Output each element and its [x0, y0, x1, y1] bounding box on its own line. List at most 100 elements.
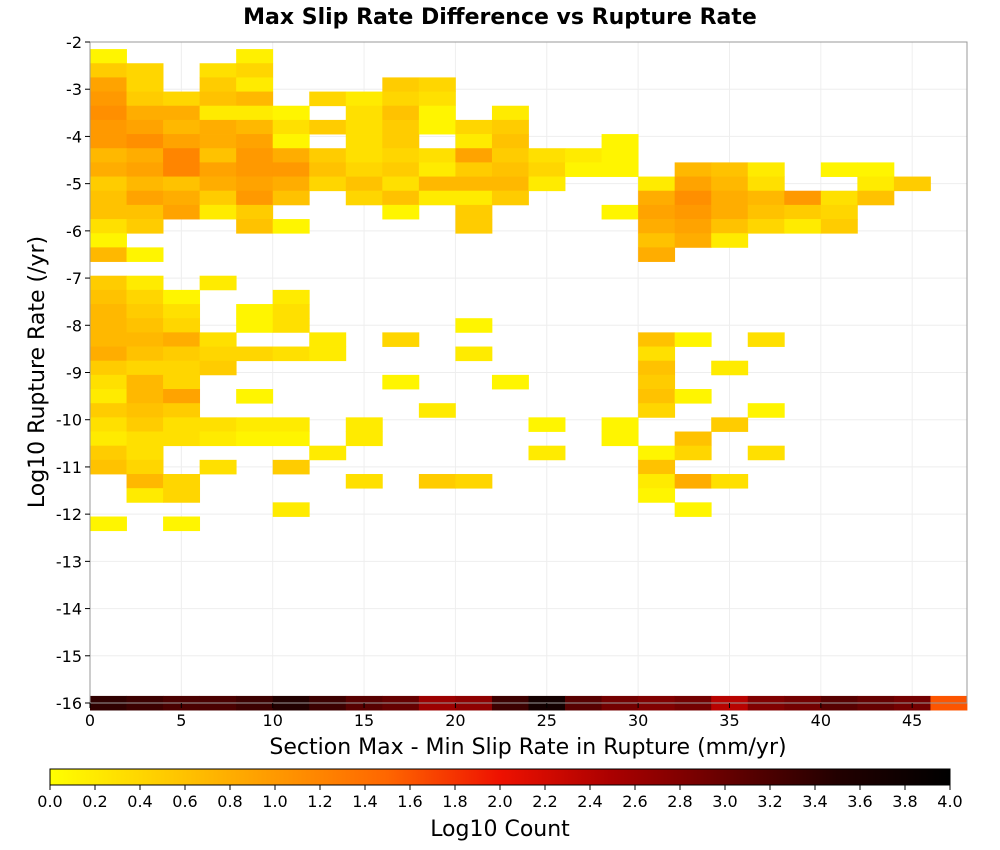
heatmap-cell: [382, 204, 420, 220]
colorbar-tick-label: 2.6: [622, 792, 647, 811]
heatmap-cell: [90, 162, 127, 177]
heatmap-cell: [126, 247, 164, 262]
heatmap-cell: [418, 105, 456, 121]
heatmap-cell: [126, 148, 164, 163]
heatmap-cell: [90, 389, 127, 404]
heatmap-cell: [236, 63, 274, 78]
colorbar-tick-label: 0.4: [127, 792, 152, 811]
x-tick-label: 45: [902, 711, 922, 730]
colorbar-label: Log10 Count: [430, 817, 570, 842]
heatmap-cell: [163, 417, 201, 432]
heatmap-cell: [857, 162, 895, 177]
heatmap-cell: [236, 91, 274, 107]
heatmap-cell: [90, 190, 127, 206]
x-tick-label: 20: [445, 711, 465, 730]
heatmap-cell: [820, 219, 858, 234]
heatmap-cell: [601, 148, 639, 163]
x-axis-label: Section Max - Min Slip Rate in Rupture (…: [269, 735, 786, 760]
heatmap-cell: [199, 346, 237, 362]
heatmap-cell: [418, 91, 456, 107]
heatmap-cell: [126, 91, 164, 107]
heatmap-cell: [528, 417, 566, 432]
heatmap-cell: [345, 190, 383, 206]
heatmap-cell: [382, 176, 420, 192]
x-tick-label: 10: [263, 711, 283, 730]
heatmap-cell: [90, 105, 127, 121]
heatmap-cell: [528, 148, 566, 163]
heatmap-cell: [601, 162, 639, 177]
heatmap-cell: [747, 176, 785, 192]
heatmap-cell: [163, 389, 201, 404]
heatmap-cell: [455, 346, 493, 362]
heatmap-cell: [638, 204, 676, 220]
heatmap-cell: [674, 176, 712, 192]
heatmap-cell: [309, 91, 347, 107]
heatmap-cell: [90, 204, 127, 220]
heatmap-cell: [711, 233, 749, 248]
heatmap-cell: [126, 431, 164, 447]
heatmap-cell: [163, 360, 201, 376]
heatmap-cell: [90, 403, 127, 418]
colorbar-tick-label: 2.0: [487, 792, 512, 811]
heatmap-cell: [638, 445, 676, 461]
heatmap-cell: [236, 190, 274, 206]
heatmap-cell: [820, 162, 858, 177]
heatmap-cell: [418, 148, 456, 163]
heatmap-cell: [90, 431, 127, 447]
heatmap-cell: [491, 162, 529, 177]
x-axis-ticks: 0 5 10 15 20 25 30 35 40 45: [85, 703, 922, 730]
heatmap-cell: [711, 176, 749, 192]
colorbar: [49, 768, 951, 786]
heatmap-cell: [236, 431, 274, 447]
heatmap-cell: [418, 119, 456, 135]
heatmap-cell: [199, 431, 237, 447]
colorbar-tick-label: 1.0: [262, 792, 287, 811]
y-tick-label: -2: [66, 33, 82, 52]
heatmap-cell: [126, 403, 164, 418]
heatmap-cell: [272, 289, 310, 305]
heatmap-cell: [272, 134, 310, 149]
heatmap-cell: [638, 360, 676, 376]
heatmap-cell: [272, 119, 310, 135]
heatmap-cell: [674, 204, 712, 220]
heatmap-cell: [199, 63, 237, 78]
y-tick-label: -5: [66, 175, 82, 194]
y-axis-ticks: -2 -3 -4 -5 -6 -7 -8 -9 -10 -11 -12 -13 -14 -15 -16: [56, 33, 90, 713]
heatmap-cell: [674, 190, 712, 206]
heatmap-cell: [126, 332, 164, 347]
heatmap-cell: [126, 318, 164, 333]
heatmap-cell: [126, 389, 164, 404]
heatmap-cell: [236, 148, 274, 163]
colorbar-tick-label: 0.8: [217, 792, 242, 811]
heatmap-cell: [674, 445, 712, 461]
x-tick-label: 5: [176, 711, 186, 730]
heatmap-cell: [126, 134, 164, 149]
heatmap-cell: [455, 119, 493, 135]
heatmap-cell: [711, 162, 749, 177]
y-tick-label: -3: [66, 80, 82, 99]
heatmap-cell: [126, 304, 164, 319]
heatmap-cell: [418, 162, 456, 177]
heatmap-cell: [711, 474, 749, 489]
heatmap-cell: [126, 346, 164, 362]
heatmap-cell: [272, 105, 310, 121]
heatmap-cell: [638, 233, 676, 248]
heatmap-cell: [674, 219, 712, 234]
y-tick-label: -6: [66, 222, 82, 241]
heatmap-cell: [126, 488, 164, 503]
y-tick-label: -8: [66, 316, 82, 335]
heatmap-cell: [236, 417, 274, 432]
heatmap-cell: [345, 148, 383, 163]
heatmap-cell: [163, 332, 201, 347]
heatmap-cell: [638, 459, 676, 475]
heatmap-cell: [236, 304, 274, 319]
heatmap-cell: [455, 148, 493, 163]
heatmap-cell: [601, 417, 639, 432]
heatmap-cell: [711, 204, 749, 220]
heatmap-cell: [565, 148, 602, 163]
y-tick-label: -4: [66, 127, 82, 146]
heatmap-cell: [236, 77, 274, 92]
heatmap-cell: [638, 176, 676, 192]
heatmap-cell: [163, 162, 201, 177]
heatmap-cell: [601, 204, 639, 220]
